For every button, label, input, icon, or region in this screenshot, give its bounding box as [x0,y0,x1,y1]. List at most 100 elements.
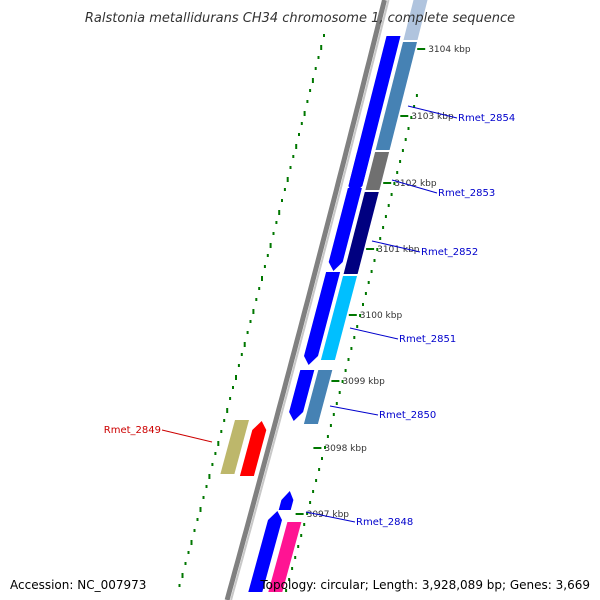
gc-dot-right [393,182,396,185]
gc-dot-right [306,512,309,515]
cds-rmet-2850 [289,370,315,421]
gc-dot-right [353,336,356,339]
gene-label[interactable]: Rmet_2850 [379,410,436,421]
cog-rmet-2850 [303,370,333,424]
gc-dot-left [237,364,240,367]
gc-dot-left [226,408,229,413]
gc-dot-right [396,171,399,174]
gene-leader-line [371,240,421,253]
gc-dot-left [235,375,237,380]
gc-dot-right [294,556,297,559]
gc-dot-left [181,573,184,578]
scale-tick-label: 3097 kbp [307,510,350,520]
gc-dot-right [413,105,416,108]
gene-label[interactable]: Rmet_2848 [356,517,413,528]
gc-dot-right [379,237,382,240]
gc-dot-right [312,490,315,493]
gc-dot-right [300,534,303,537]
gc-dot-left [320,45,323,50]
gc-dot-left [303,111,306,116]
scale-tick-label: 3102 kbp [394,179,437,189]
gc-dot-right [341,380,344,383]
gene-label[interactable]: Rmet_2849 [104,425,161,436]
gc-dot-left [190,540,193,545]
gene-leader-line [161,429,213,443]
gc-dot-left [286,177,289,182]
cds-rmet-2848-upper [278,491,294,510]
gc-dot-left [220,430,223,433]
cds-rmet-2853 [348,152,372,195]
gene-label[interactable]: Rmet_2853 [438,188,495,199]
gc-dot-left [306,100,309,103]
gc-dot-right [338,391,341,394]
cds-rmet-2851 [304,272,341,365]
gc-dot-left [193,529,196,532]
gc-dot-right [382,226,385,229]
cog-rmet-2853 [365,152,390,190]
gc-dot-left [252,309,255,314]
gc-dot-left [178,584,181,587]
gc-dot-left [275,221,278,224]
gc-dot-right [384,215,387,218]
gc-dot-right [376,248,379,251]
gc-dot-right [410,116,413,119]
gene-leader-line [305,511,356,523]
gc-dot-left [202,496,205,499]
gc-dot-left [184,562,187,565]
gc-dot-right [309,501,312,504]
map-title: Ralstonia metallidurans CH34 chromosome … [85,11,515,26]
gc-dot-right [364,292,367,295]
gc-dot-left [196,518,199,521]
gene-leader-line [407,105,458,119]
gc-dot-right [288,578,291,581]
gc-dot-right [350,347,353,350]
cog-track-top [403,0,428,40]
gc-dot-left [295,144,298,149]
gc-dot-right [401,149,404,152]
gc-dot-right [347,358,350,361]
gc-dot-left [208,474,211,479]
gc-dot-left [205,485,208,488]
gc-dot-left [223,419,226,422]
gc-dot-right [321,457,323,460]
gc-dot-left [278,210,281,215]
gene-leader-line [349,327,399,340]
gc-dot-right [318,468,321,471]
gene-leader-line [391,179,438,194]
gc-dot-left [214,452,217,455]
gene-label[interactable]: Rmet_2851 [399,334,456,345]
gc-dot-left [261,276,263,281]
gc-dot-right [285,589,288,592]
gc-dot-left [272,232,275,235]
gc-dot-right [297,545,300,548]
cds-rmet-2852 [328,188,362,271]
scale-tick-label: 3098 kbp [324,444,367,454]
gc-dot-right [362,303,364,306]
gc-dot-left [249,320,252,323]
topology-summary: Topology: circular; Length: 3,928,089 bp… [260,578,590,592]
gc-dot-left [292,155,295,158]
gene-label[interactable]: Rmet_2854 [458,113,515,124]
gc-dot-left [217,441,220,446]
cog-rmet-2854 [375,42,417,150]
gc-dot-left [232,386,234,389]
cds-rmet-2848 [248,511,282,592]
backbone-line-outer [224,0,387,600]
gc-dot-left [269,243,272,248]
gc-dot-left [314,67,317,70]
gene-label[interactable]: Rmet_2852 [421,247,478,258]
gc-dot-left [309,89,312,92]
cog-rmet-2848 [268,522,302,592]
gc-dot-left [263,265,266,268]
gc-dot-right [370,270,373,273]
gc-dot-right [329,424,332,427]
gc-dot-right [390,193,393,196]
gc-dot-left [311,78,314,83]
cog-rmet-2851 [320,276,357,360]
gc-dot-left [240,353,243,356]
gc-dot-right [291,567,294,570]
gc-dot-right [315,479,318,482]
gc-dot-left [300,122,303,125]
gc-dot-right [332,413,335,416]
